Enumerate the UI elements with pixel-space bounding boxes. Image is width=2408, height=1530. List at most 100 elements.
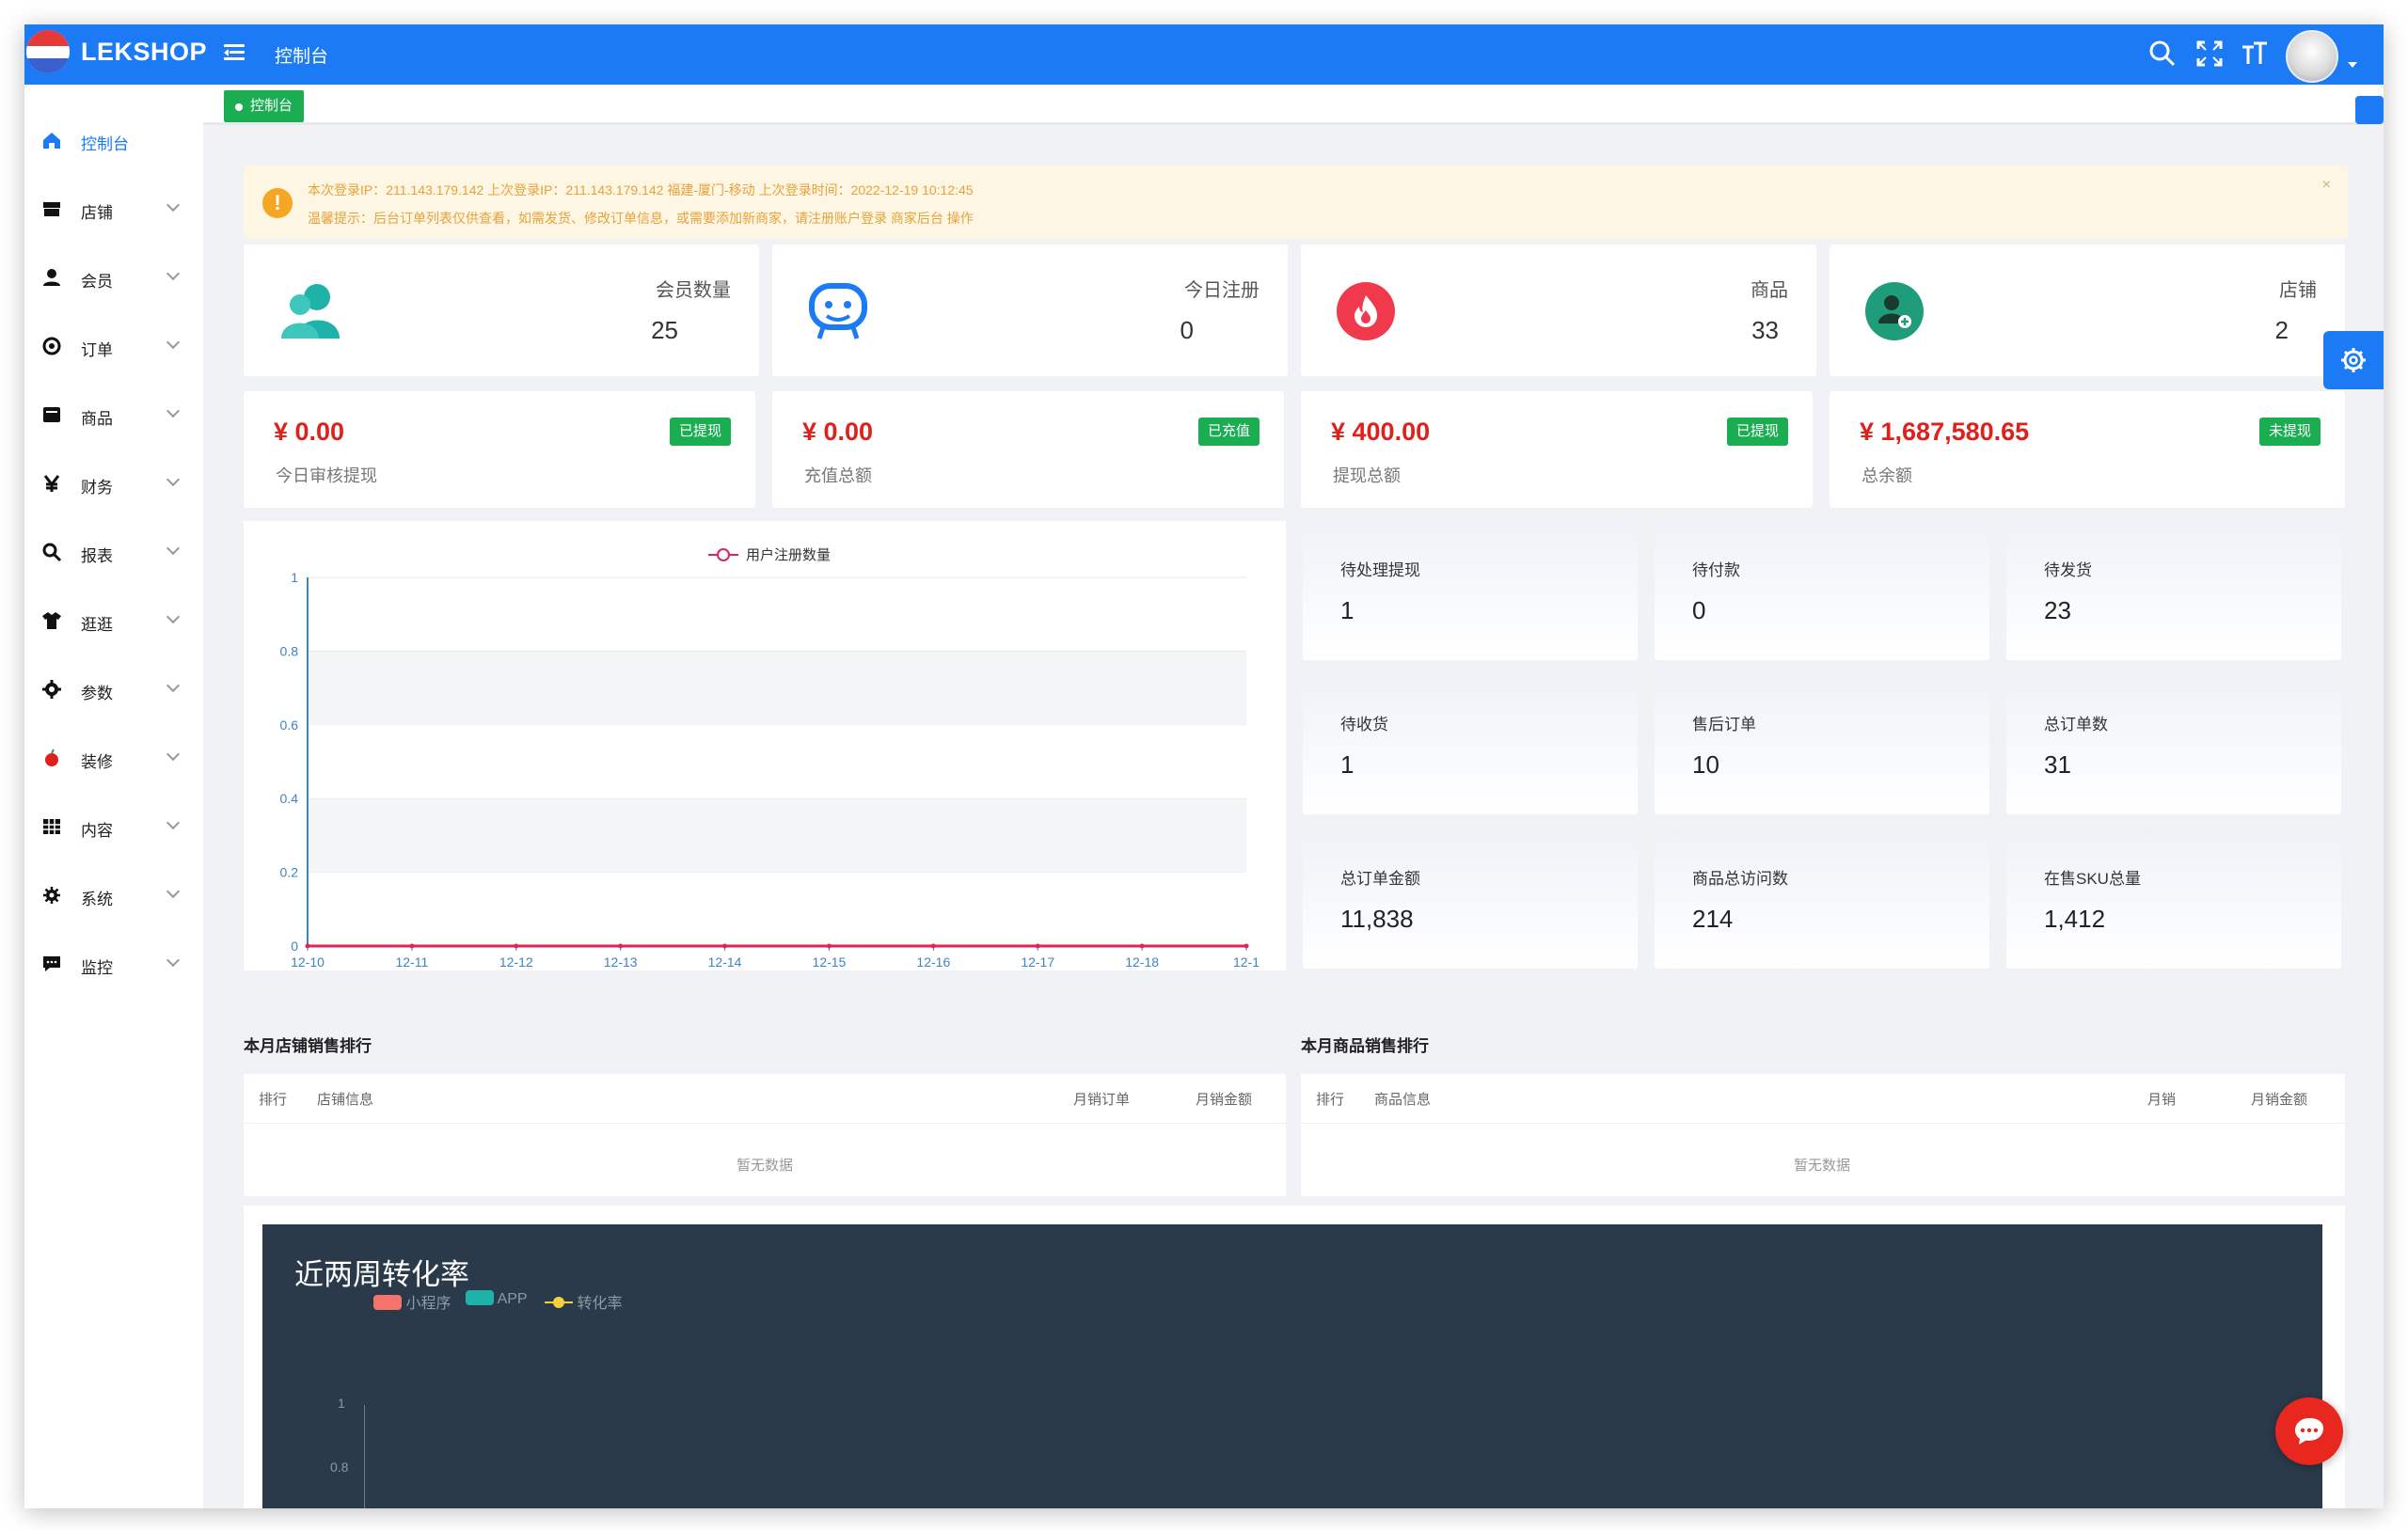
sidebar-item-label: 店铺	[81, 204, 113, 222]
sidebar-item-goods[interactable]: 商品	[24, 393, 203, 436]
y-tick-label: 0.8	[280, 643, 299, 658]
table-divider	[1301, 1123, 2345, 1124]
store-icon	[43, 202, 60, 216]
stat-value: 33	[1751, 316, 1779, 344]
legend-marker	[717, 548, 730, 561]
warning-icon: !	[262, 188, 293, 218]
user-icon	[43, 269, 60, 286]
x-tick-label: 12-13	[604, 954, 638, 970]
stat-value: 25	[651, 316, 678, 344]
chevron-down-icon	[166, 335, 181, 350]
mini-card-pending-payment: 待付款 0	[1655, 521, 1989, 660]
sidebar-item-store[interactable]: 店铺	[24, 187, 203, 230]
legend-item: 转化率	[545, 1290, 622, 1313]
sidebar-item-label: 报表	[81, 547, 113, 565]
sidebar-item-finance[interactable]: 财务	[24, 462, 203, 505]
sidebar-item-params[interactable]: 参数	[24, 668, 203, 711]
sidebar-item-monitor[interactable]: 监控	[24, 942, 203, 986]
sidebar-item-label: 装修	[81, 753, 113, 771]
stat-value: 0	[1180, 316, 1194, 344]
money-amount: ¥ 1,687,580.65	[1860, 418, 2030, 446]
mini-label: 待处理提现	[1340, 561, 1420, 579]
y-tick-label: 0.8	[330, 1459, 349, 1475]
chevron-down-icon	[166, 266, 181, 281]
tab-dashboard[interactable]: 控制台	[224, 90, 305, 122]
login-info-alert: ! 本次登录IP：211.143.179.142 上次登录IP：211.143.…	[244, 166, 2348, 239]
alert-login-info: 本次登录IP：211.143.179.142 上次登录IP：211.143.17…	[308, 182, 974, 197]
chevron-down-icon	[166, 884, 181, 899]
stat-label: 会员数量	[656, 280, 731, 301]
sidebar-item-label: 会员	[81, 273, 113, 291]
x-tick-label: 12-18	[1125, 954, 1159, 970]
chevron-down-icon	[166, 815, 181, 830]
chevron-down-icon[interactable]	[2348, 62, 2357, 68]
chevron-down-icon	[166, 541, 181, 556]
sidebar-item-system[interactable]: 系统	[24, 874, 203, 917]
settings-button[interactable]	[2323, 331, 2384, 389]
top-bar: LEKSHOP 控制台	[24, 24, 2384, 85]
legend-swatch	[373, 1295, 402, 1310]
status-badge: 已提现	[669, 418, 731, 446]
fullscreen-icon[interactable]	[2194, 38, 2226, 70]
table-header: 月销订单	[1073, 1092, 1131, 1108]
stat-card-goods: 商品 33	[1301, 244, 1816, 376]
chevron-down-icon	[166, 609, 181, 624]
data-point	[1035, 943, 1040, 949]
x-tick-label: 12-17	[1021, 954, 1054, 970]
menu-toggle-icon[interactable]	[224, 41, 248, 66]
page-title: 控制台	[275, 47, 329, 67]
sidebar-item-member[interactable]: 会员	[24, 256, 203, 299]
chat-icon	[2295, 1418, 2323, 1444]
legend-swatch	[466, 1290, 494, 1305]
money-label: 提现总额	[1333, 466, 1401, 485]
legend-swatch	[545, 1295, 573, 1310]
money-card-today-withdraw: ¥ 0.00 今日审核提现 已提现	[244, 391, 755, 508]
sidebar-item-label: 参数	[81, 685, 113, 702]
user-avatar[interactable]	[2286, 30, 2338, 83]
sidebar-item-content[interactable]: 内容	[24, 805, 203, 848]
stat-label: 今日注册	[1184, 280, 1259, 301]
legend-item: 小程序	[373, 1290, 451, 1313]
grid-band	[308, 798, 1246, 873]
shirt-icon	[42, 612, 61, 629]
sidebar-item-label: 内容	[81, 822, 113, 840]
table-header: 商品信息	[1374, 1092, 1432, 1108]
font-size-icon[interactable]	[2239, 38, 2271, 70]
money-card-recharge: ¥ 0.00 充值总额 已充值	[772, 391, 1284, 508]
fire-icon	[1337, 282, 1395, 340]
search-icon[interactable]	[2147, 38, 2178, 70]
apple-icon	[45, 749, 58, 766]
sidebar-item-label: 财务	[81, 479, 113, 497]
sidebar-item-decoration[interactable]: 装修	[24, 736, 203, 780]
empty-text: 暂无数据	[737, 1158, 794, 1174]
money-label: 总余额	[1861, 466, 1912, 485]
sidebar-item-label: 系统	[81, 891, 113, 908]
shop-rank-table: 排行 店铺信息 月销订单 月销金额 暂无数据	[244, 1074, 1286, 1196]
money-card-balance: ¥ 1,687,580.65 总余额 未提现	[1830, 391, 2345, 508]
app-window: LEKSHOP 控制台 控制台 店铺 会员	[24, 24, 2384, 1508]
mini-card-order-amount: 总订单金额 11,838	[1303, 829, 1638, 969]
register-chart-card: 0 0.2 0.4 0.6 0.8 1 12-10 12-11 12-12 12-13 12-14 1…	[244, 521, 1286, 970]
money-label: 今日审核提现	[276, 466, 377, 485]
data-point	[1244, 943, 1249, 949]
chart-title: 近两周转化率	[294, 1258, 469, 1291]
sidebar-item-dashboard[interactable]: 控制台	[24, 118, 203, 162]
money-amount: ¥ 0.00	[274, 418, 345, 446]
data-point	[722, 943, 728, 949]
sidebar-item-browse[interactable]: 逛逛	[24, 599, 203, 642]
mini-value: 214	[1692, 905, 1734, 933]
refresh-icon[interactable]	[2355, 96, 2384, 124]
sidebar-item-report[interactable]: 报表	[24, 530, 203, 574]
stat-card-members: 会员数量 25	[244, 244, 759, 376]
mini-card-sku-total: 在售SKU总量 1,412	[2006, 829, 2341, 969]
chat-support-button[interactable]	[2275, 1397, 2343, 1465]
close-icon[interactable]: ×	[2321, 177, 2331, 193]
table-header: 月销金额	[1196, 1092, 1253, 1108]
mini-card-goods-visits: 商品总访问数 214	[1655, 829, 1989, 969]
sidebar-item-order[interactable]: 订单	[24, 324, 203, 368]
data-point	[514, 943, 519, 949]
chevron-down-icon	[166, 678, 181, 693]
y-tick-label: 0.4	[280, 791, 299, 806]
table-header: 月销	[2147, 1092, 2177, 1108]
chevron-down-icon	[166, 403, 181, 418]
